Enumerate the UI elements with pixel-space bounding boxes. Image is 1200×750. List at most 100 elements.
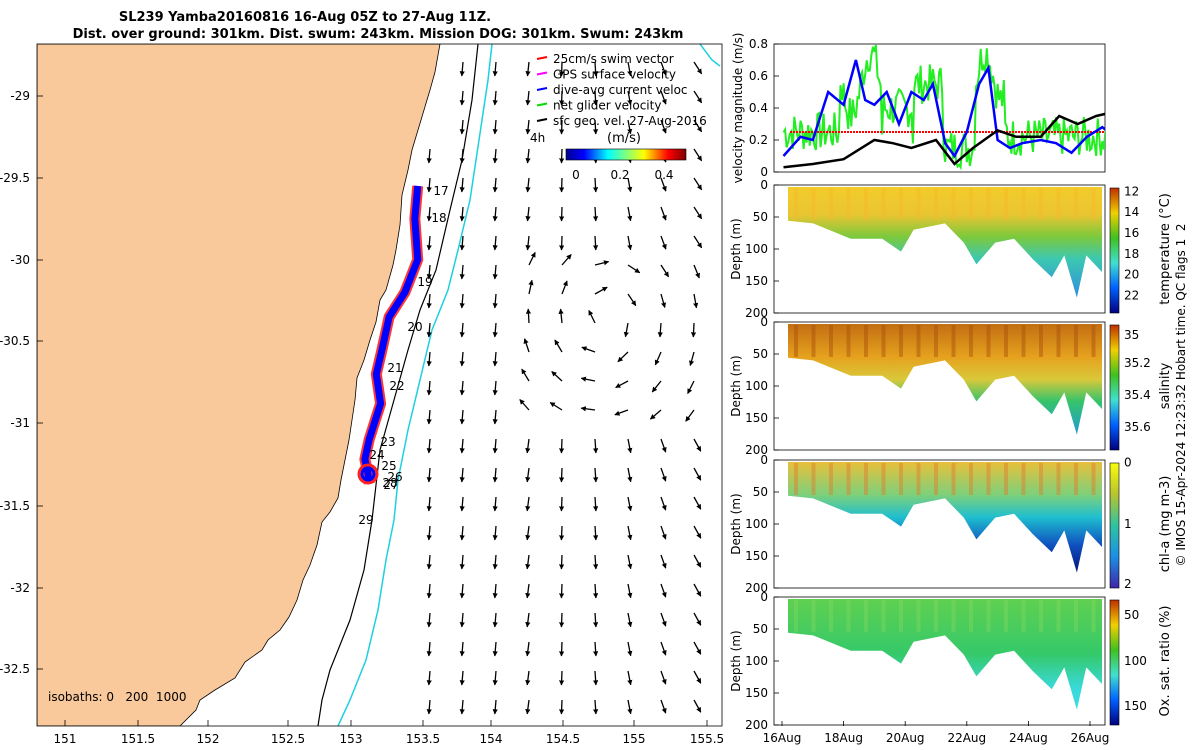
velocity-arrow xyxy=(559,699,565,715)
glider-track xyxy=(357,185,424,485)
velocity-ylabel: velocity magnitude (m/s) xyxy=(731,33,745,184)
velocity-arrow xyxy=(426,177,432,193)
map-x-tick: 154 xyxy=(480,732,503,746)
colorbar-tick: 35 xyxy=(1124,328,1139,342)
velocity-arrow xyxy=(426,351,432,367)
depth-tick: 150 xyxy=(745,686,768,700)
velocity-arrow xyxy=(459,583,465,599)
velocity-arrow xyxy=(492,496,498,512)
velocity-arrow xyxy=(426,235,432,251)
section-panel: 0 50 100 150 200 Depth (m) 22 20 18 16 14 12 tempera… xyxy=(729,178,1173,320)
time-tick: 20Aug xyxy=(886,731,925,745)
velocity-arrow xyxy=(615,380,629,389)
velocity-arrow xyxy=(559,583,565,599)
time-tick: 24Aug xyxy=(1009,731,1048,745)
map-y-tick: -30.5 xyxy=(0,334,30,348)
velocity-arrow xyxy=(492,467,498,483)
profile-streak xyxy=(846,188,851,220)
colorbar-unit-label: (m/s) xyxy=(607,131,641,146)
profile-streak xyxy=(1074,325,1078,357)
colorbar-tick: 22 xyxy=(1124,289,1139,303)
velocity-arrow xyxy=(525,90,531,106)
depth-tick: 50 xyxy=(753,622,768,636)
velocity-arrow xyxy=(627,670,633,686)
velocity-arrow xyxy=(660,496,667,511)
day-label: 18 xyxy=(431,211,446,225)
profile-streak xyxy=(794,188,798,220)
velocity-arrow xyxy=(627,264,641,274)
velocity-arrow xyxy=(593,670,599,686)
depth-tick: 0 xyxy=(760,315,768,329)
profile-streak xyxy=(1056,188,1061,220)
velocity-arrow xyxy=(593,612,599,628)
legend-label: GPS surface velocity xyxy=(553,68,676,82)
velocity-arrow xyxy=(660,641,667,656)
map-panel: 151 151.5 152 152.5 153 153.5 154 154.5 155 155.5… xyxy=(0,43,724,746)
section-panel: 0 50 100 150 200 Depth (m) 2 1 0 chl-a (mg m-3) xyxy=(729,453,1173,595)
map-x-tick: 155 xyxy=(623,732,646,746)
velocity-arrow xyxy=(593,699,599,715)
map-x-tick: 153 xyxy=(340,732,363,746)
velocity-arrow xyxy=(693,467,702,481)
velocity-arrow xyxy=(525,438,531,454)
land-mass xyxy=(37,44,441,726)
velocity-arrow xyxy=(459,612,465,628)
profile-streak xyxy=(1056,325,1061,357)
day-label: 24 xyxy=(369,448,384,462)
velocity-arrow xyxy=(426,612,432,628)
velocity-arrow xyxy=(693,612,702,626)
legend-swatch xyxy=(536,102,548,107)
velocity-arrow xyxy=(528,279,534,295)
colorbar-label: chl-a (mg m-3) xyxy=(1158,476,1173,573)
velocity-arrow xyxy=(660,293,667,308)
legend-swatch xyxy=(536,118,548,122)
map-x-tick: 154.5 xyxy=(546,732,580,746)
velocity-arrow xyxy=(459,670,465,686)
velocity-arrow xyxy=(627,61,633,77)
colorbar-tick: 150 xyxy=(1124,699,1147,713)
velocity-arrow xyxy=(561,280,568,295)
profile-streak xyxy=(899,600,903,632)
profile-streak xyxy=(1004,325,1008,357)
profile-streak xyxy=(986,600,991,632)
velocity-arrow xyxy=(554,339,563,353)
velocity-arrow xyxy=(459,322,465,338)
velocity-arrow xyxy=(426,438,432,454)
velocity-arrow xyxy=(426,380,432,396)
profile-streak xyxy=(1021,325,1026,357)
velocity-arrow xyxy=(528,251,536,266)
velocity-arrow xyxy=(492,583,498,599)
profile-streak xyxy=(846,463,851,495)
velocity-arrow xyxy=(581,346,596,353)
day-label: 23 xyxy=(380,435,395,449)
velocity-arrow xyxy=(693,293,699,309)
depth-tick: 150 xyxy=(745,274,768,288)
day-label: 28 xyxy=(382,476,397,490)
section-data xyxy=(788,324,1102,435)
profile-streak xyxy=(1021,188,1026,220)
velocity-arrow xyxy=(459,467,465,483)
legend-swatch xyxy=(536,87,548,91)
velocity-arrow xyxy=(558,308,564,324)
profile-streak xyxy=(1039,463,1043,495)
velocity-arrow xyxy=(525,670,531,686)
velocity-arrow xyxy=(617,351,629,363)
colorbar-tick: 100 xyxy=(1124,654,1147,668)
velocity-arrow xyxy=(627,496,633,512)
profile-streak xyxy=(951,325,956,357)
time-tick: 26Aug xyxy=(1071,731,1110,745)
profile-streak xyxy=(1039,600,1043,632)
section-panel: 0 50 100 150 200 Depth (m) 35.6 35.4 35.2 35 salin… xyxy=(729,315,1173,457)
map-y-tick: -31 xyxy=(10,416,30,430)
map-x-tick: 155.5 xyxy=(690,732,724,746)
vel-y-tick: 0.4 xyxy=(749,101,768,115)
profile-streak xyxy=(934,325,938,357)
net-glider-velocity-line xyxy=(782,44,1105,171)
depth-tick: 100 xyxy=(745,654,768,668)
velocity-arrow xyxy=(525,612,531,628)
velocity-arrow xyxy=(693,583,702,597)
velocity-arrow xyxy=(525,641,531,657)
velocity-arrow xyxy=(592,61,599,77)
velocity-arrow xyxy=(627,583,633,599)
day-label: 22 xyxy=(389,379,404,393)
